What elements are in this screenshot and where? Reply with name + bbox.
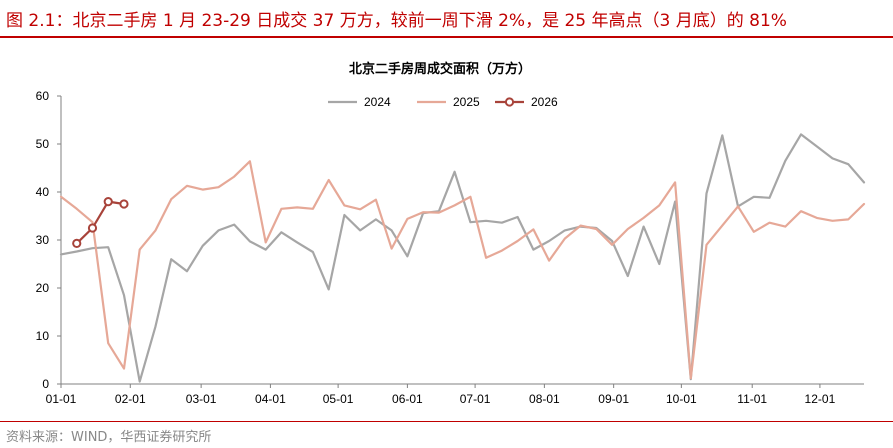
chart-legend: 2024 2025 2026 — [328, 95, 558, 109]
legend-label-2026: 2026 — [531, 95, 558, 109]
y-tick-label: 60 — [36, 89, 50, 103]
x-tick-label: 03-01 — [186, 392, 217, 406]
x-tick-label: 10-01 — [666, 392, 697, 406]
source-note: 资料来源：WIND，华西证券研究所 — [6, 430, 212, 445]
data-point-2026 — [72, 238, 82, 248]
x-tick-label: 07-01 — [460, 392, 491, 406]
series-line-2024 — [59, 133, 866, 383]
plot-area — [59, 133, 866, 383]
x-tick-label: 08-01 — [529, 392, 560, 406]
legend-marker-2026 — [504, 97, 515, 107]
x-tick-label: 05-01 — [323, 392, 354, 406]
x-tick-label: 01-01 — [46, 392, 77, 406]
title-rule — [0, 36, 893, 38]
data-point-2026 — [103, 197, 113, 207]
y-tick-label: 30 — [36, 233, 50, 247]
series-line-2026 — [75, 200, 126, 245]
x-tick-label: 11-01 — [737, 392, 767, 406]
legend-label-2025: 2025 — [453, 95, 480, 109]
x-tick-label: 04-01 — [255, 392, 286, 406]
y-tick-label: 40 — [36, 185, 50, 199]
series-line-2025 — [59, 160, 866, 380]
y-tick-label: 20 — [36, 281, 50, 295]
y-tick-label: 50 — [36, 137, 50, 151]
legend-label-2024: 2024 — [364, 95, 391, 109]
x-tick-label: 12-01 — [805, 392, 836, 406]
y-tick-label: 10 — [36, 329, 50, 343]
figure-title: 图 2.1：北京二手房 1 月 23-29 日成交 37 万方，较前一周下滑 2… — [6, 11, 787, 31]
data-point-2026 — [87, 223, 98, 233]
chart-axes: 0 10 20 30 40 50 60 01-01 02-01 03-01 04-01 05-01 06… — [36, 89, 864, 406]
x-tick-label: 02-01 — [115, 392, 146, 406]
x-tick-label: 06-01 — [392, 392, 423, 406]
data-point-2026 — [119, 199, 129, 209]
y-tick-label: 0 — [42, 377, 49, 391]
line-chart: 北京二手房周成交面积（万方） 2024 2025 2026 0 10 20 30 40 50 6… — [36, 61, 866, 406]
x-tick-label: 09-01 — [598, 392, 629, 406]
chart-title: 北京二手房周成交面积（万方） — [349, 61, 531, 77]
bottom-rule — [0, 421, 893, 422]
